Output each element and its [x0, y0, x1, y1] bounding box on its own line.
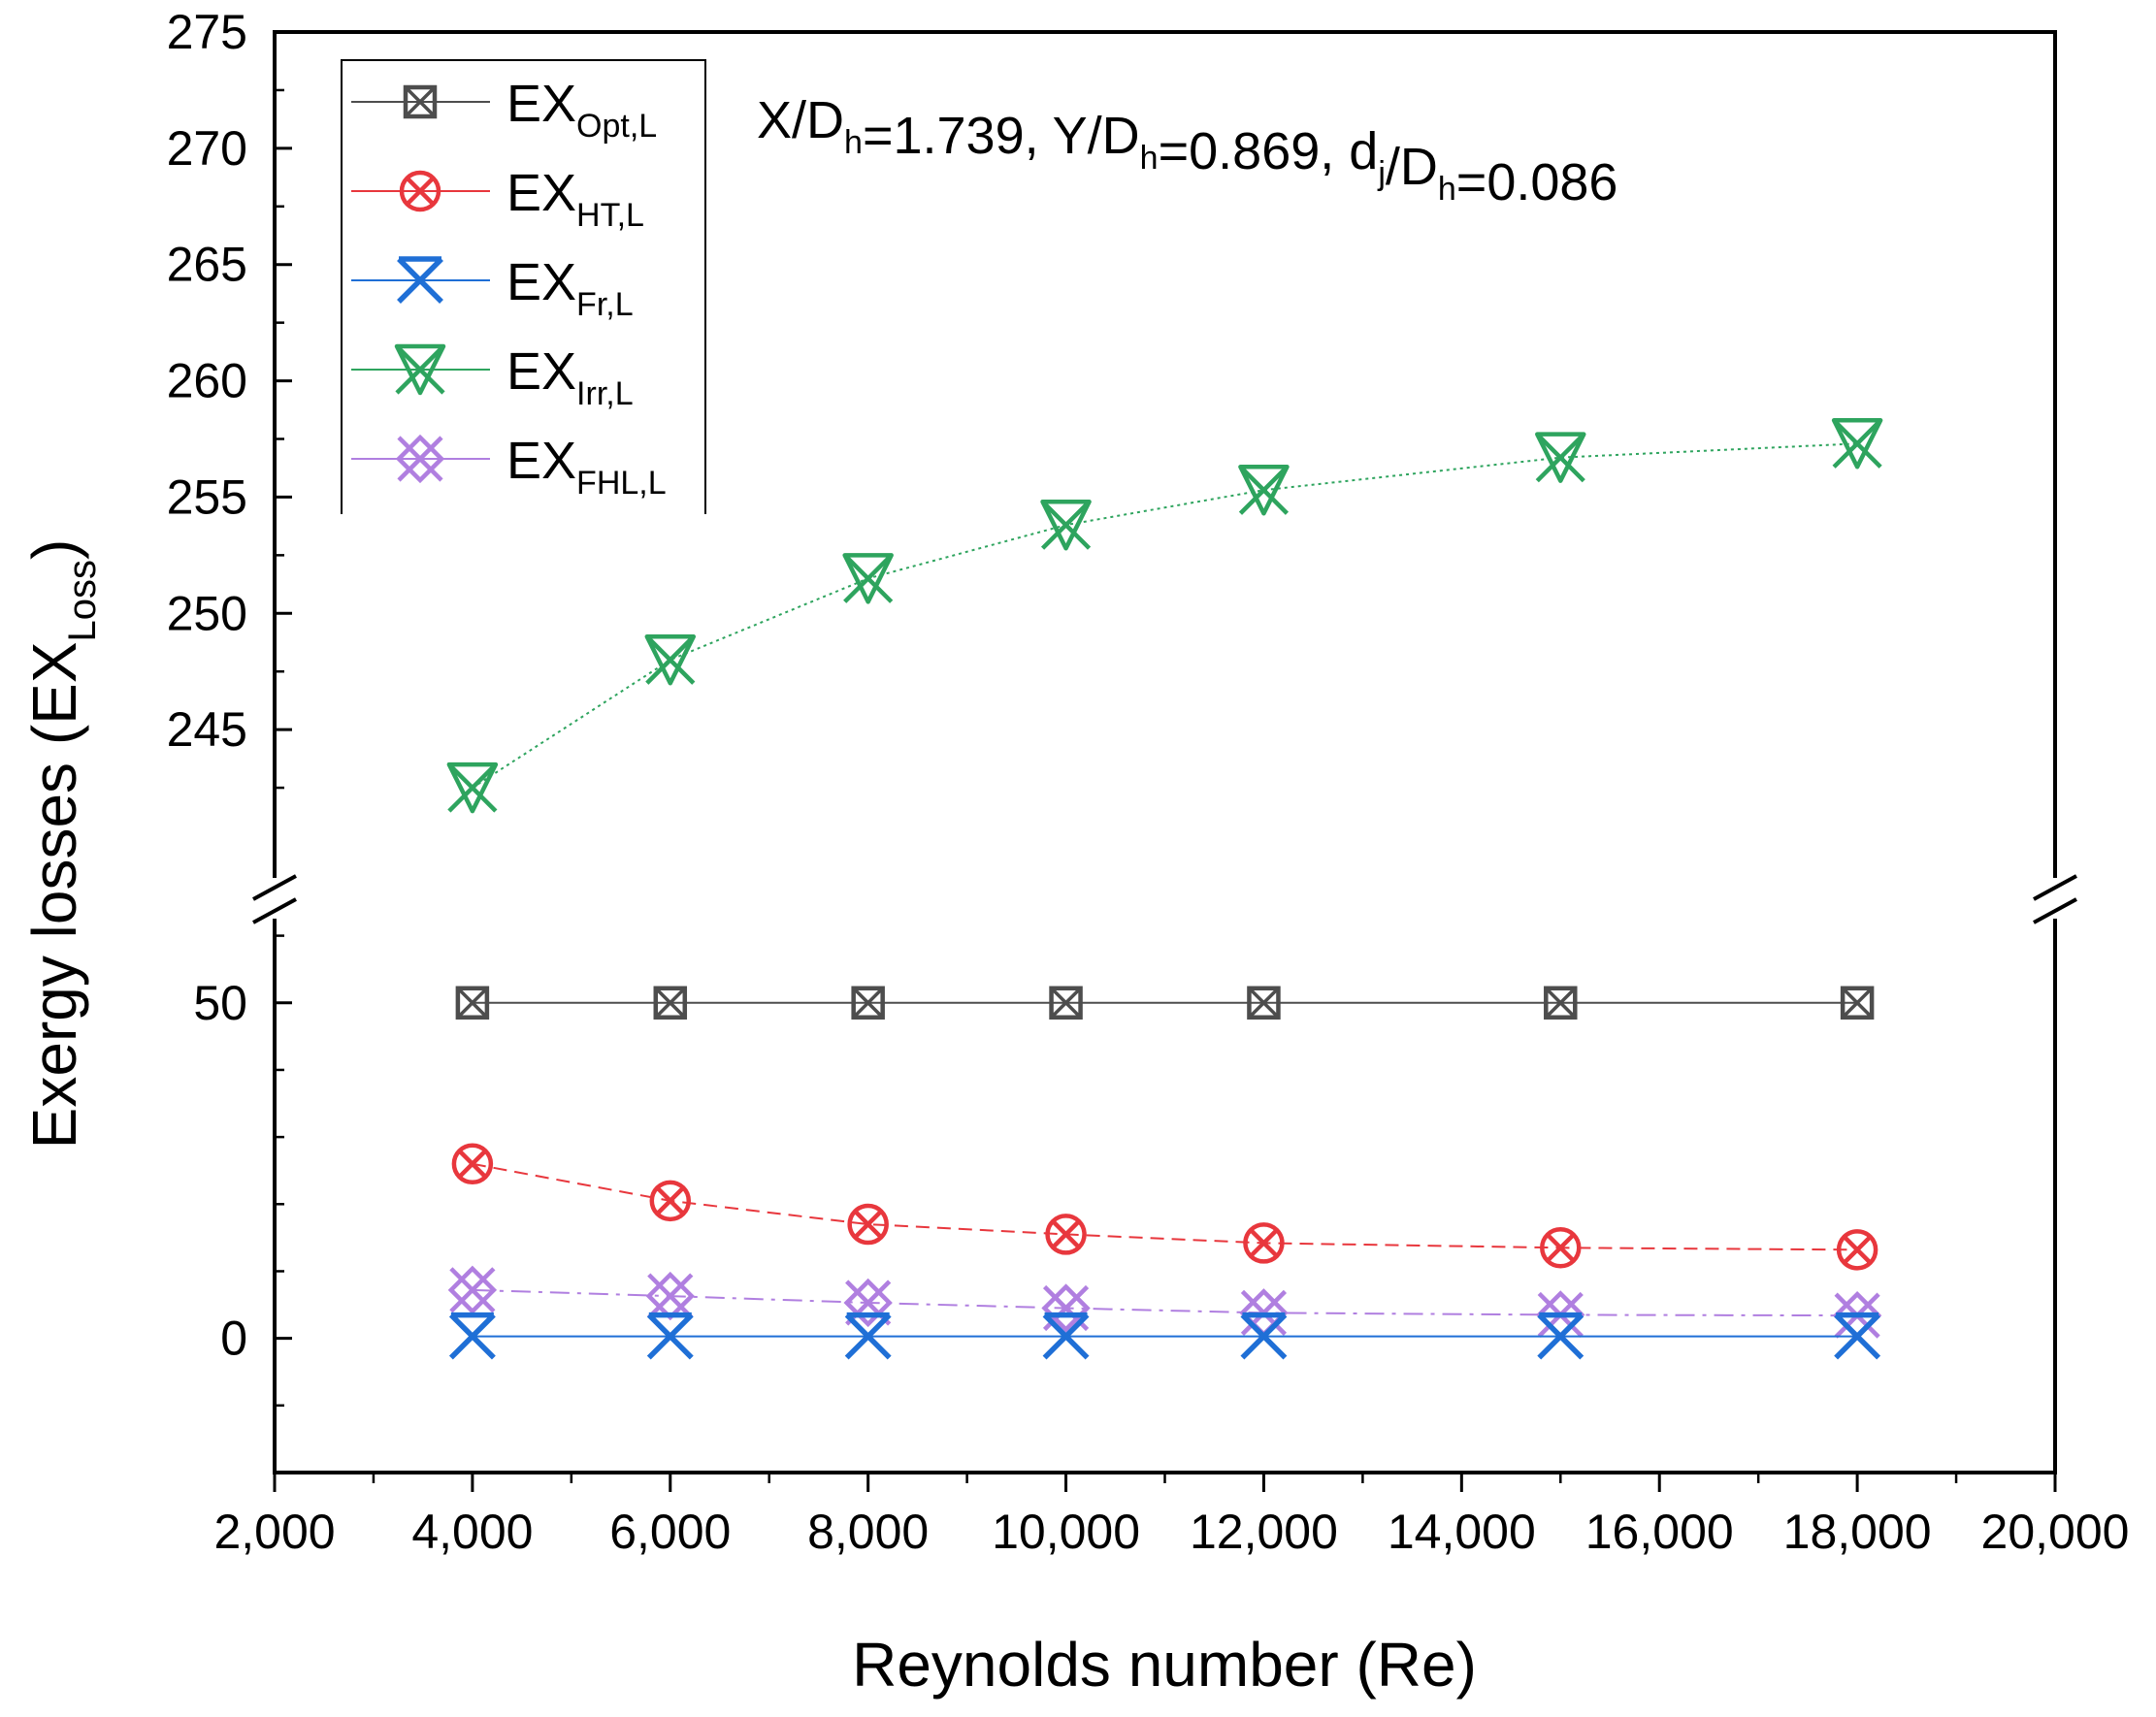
x-axis-ticks: 2,000 4,000 6,000 8,000 10,000 12,000 14,000 16…	[213, 1473, 2129, 1559]
y-tick-label: 0	[220, 1312, 247, 1366]
data-point	[844, 1312, 892, 1360]
data-point	[842, 553, 894, 604]
axis-break-marks	[252, 874, 2077, 924]
data-point	[1831, 418, 1883, 470]
data-point	[1045, 1214, 1087, 1255]
axis-break-mark-right-1	[2033, 874, 2077, 901]
legend-label: EXFr,L	[506, 253, 634, 323]
legend-label: EXIrr,L	[506, 342, 634, 412]
axis-break-gap-left	[255, 878, 299, 919]
y-axis-title: Exergy losses (EXLoss)	[19, 539, 104, 1150]
data-point	[451, 1143, 494, 1185]
data-point	[1049, 986, 1083, 1020]
x-tick-label: 16,000	[1585, 1505, 1734, 1559]
data-point	[448, 1312, 496, 1360]
data-point	[1535, 432, 1586, 483]
data-point	[1040, 499, 1092, 551]
x-axis-title: Reynolds number (Re)	[852, 1630, 1477, 1700]
series-opt-l	[455, 986, 1875, 1020]
x-tick-label: 14,000	[1388, 1505, 1536, 1559]
legend-entry: EXOpt,L	[351, 75, 657, 145]
legend-entry: EXFr,L	[351, 253, 634, 323]
axis-break-mark-left-2	[252, 897, 297, 924]
series-line	[472, 1288, 1858, 1317]
y-axis-ticks: 245 250 255 260 265 270 275 0 50	[167, 5, 292, 1408]
data-point	[1836, 1229, 1878, 1271]
data-point	[446, 761, 499, 814]
legend-marker	[397, 256, 443, 304]
y-tick-label: 50	[193, 976, 247, 1030]
x-tick-label: 18,000	[1783, 1505, 1932, 1559]
y-tick-label: 270	[167, 121, 247, 176]
series-line	[472, 1162, 1858, 1251]
data-point	[1544, 986, 1578, 1020]
x-tick-label: 4,000	[411, 1505, 533, 1559]
data-point	[1834, 1312, 1881, 1360]
series-fhl-l	[447, 1265, 1882, 1341]
x-tick-label: 20,000	[1981, 1505, 2130, 1559]
data-point	[1243, 1222, 1285, 1264]
data-point	[1540, 1227, 1582, 1269]
x-tick-label: 12,000	[1190, 1505, 1338, 1559]
data-point	[851, 986, 885, 1020]
y-tick-label: 255	[167, 470, 247, 524]
parameter-annotation: X/Dh=1.739, Y/Dh=0.869, dj/Dh=0.086	[757, 91, 1617, 211]
data-point	[455, 986, 490, 1020]
y-tick-label: 245	[167, 702, 247, 757]
y-tick-label: 250	[167, 586, 247, 640]
data-point	[653, 986, 688, 1020]
legend-frame	[341, 59, 706, 514]
x-tick-label: 6,000	[609, 1505, 731, 1559]
legend-marker	[394, 343, 446, 396]
data-point	[447, 1265, 498, 1315]
series-layer	[446, 418, 1883, 1360]
series-fr-l	[448, 1312, 1881, 1360]
data-point	[649, 1180, 692, 1222]
svg-text:Exergy losses (EXLoss): Exergy losses (EXLoss)	[19, 539, 104, 1150]
data-point	[1537, 1312, 1584, 1360]
legend-label: EXOpt,L	[506, 75, 657, 145]
legend-entry: EXIrr,L	[351, 342, 634, 412]
data-point	[646, 1312, 694, 1360]
axis-break-mark-right-2	[2033, 897, 2077, 924]
legend-marker	[395, 434, 445, 484]
legend: EXOpt,L EXHT,L EXFr,L EXIrr,L EXFHL,L	[341, 59, 706, 514]
data-point	[1042, 1312, 1090, 1360]
y-tick-label: 260	[167, 354, 247, 408]
x-tick-label: 2,000	[213, 1505, 335, 1559]
y-tick-label: 265	[167, 238, 247, 292]
data-point	[847, 1203, 889, 1246]
plot-frame	[273, 30, 2057, 1474]
x-tick-label: 10,000	[992, 1505, 1140, 1559]
y-tick-label: 275	[167, 5, 247, 59]
data-point	[1238, 464, 1290, 516]
data-point	[1840, 986, 1875, 1020]
series-line	[472, 442, 1858, 789]
series-irr-l	[446, 418, 1883, 814]
legend-entry: EXHT,L	[351, 164, 644, 234]
data-point	[1240, 1312, 1288, 1360]
legend-marker	[403, 84, 438, 119]
x-tick-label: 8,000	[807, 1505, 929, 1559]
series-ht-l	[451, 1143, 1878, 1271]
legend-label: EXFHL,L	[506, 432, 667, 502]
legend-label: EXHT,L	[506, 164, 644, 234]
data-point	[644, 633, 697, 686]
legend-marker	[399, 170, 441, 212]
data-point	[1247, 986, 1281, 1020]
axis-break-mark-left-1	[252, 874, 297, 901]
legend-entry: EXFHL,L	[351, 432, 667, 502]
